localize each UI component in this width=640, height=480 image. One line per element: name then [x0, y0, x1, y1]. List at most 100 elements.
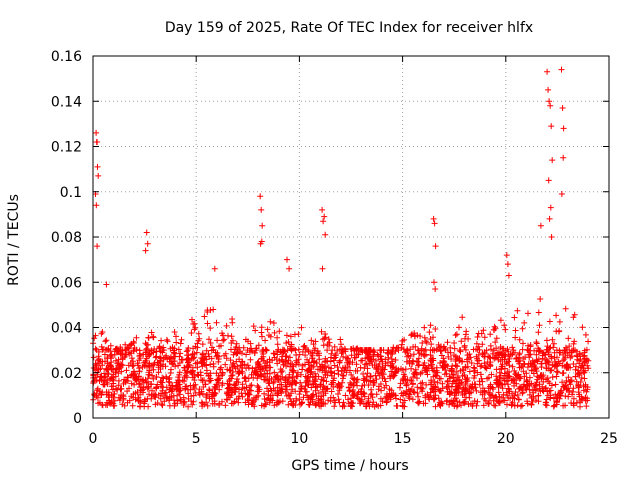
data-point — [421, 334, 428, 341]
data-point — [555, 391, 561, 398]
data-point — [136, 380, 142, 387]
data-point — [540, 372, 547, 379]
data-point — [124, 388, 131, 395]
data-point — [415, 347, 422, 354]
data-point — [228, 392, 235, 398]
data-point — [404, 353, 411, 360]
data-point — [135, 398, 142, 404]
data-point — [533, 351, 540, 358]
data-point — [366, 360, 373, 367]
data-point — [583, 403, 590, 410]
data-point — [432, 403, 439, 410]
data-point — [495, 389, 502, 396]
data-point — [104, 355, 111, 362]
data-point — [535, 348, 542, 355]
data-point — [447, 349, 454, 356]
data-point — [106, 399, 113, 406]
outlier-point — [560, 125, 567, 132]
data-point — [127, 341, 134, 348]
data-point — [330, 357, 337, 364]
data-point — [351, 347, 358, 354]
outlier-point — [559, 105, 566, 111]
data-point — [516, 336, 523, 343]
data-point — [501, 397, 508, 404]
data-point — [280, 348, 287, 355]
data-point — [124, 344, 131, 351]
data-point — [368, 386, 375, 393]
data-point — [545, 361, 552, 368]
data-point — [511, 314, 518, 321]
data-point — [501, 372, 508, 379]
data-point — [165, 378, 172, 385]
data-point — [264, 326, 271, 333]
data-point — [316, 356, 323, 363]
data-point — [228, 346, 234, 353]
data-point — [584, 386, 591, 393]
data-point — [216, 386, 223, 393]
data-point — [261, 390, 268, 397]
data-point — [242, 378, 249, 385]
data-point — [519, 325, 526, 332]
data-point — [258, 402, 265, 409]
outlier-point — [503, 252, 510, 259]
data-point — [462, 346, 469, 353]
data-point — [443, 398, 450, 405]
data-point — [169, 382, 176, 389]
data-point — [229, 337, 236, 344]
data-point — [320, 392, 327, 399]
data-point — [556, 318, 563, 325]
data-point — [466, 368, 473, 375]
data-point — [357, 388, 364, 395]
data-point — [136, 352, 143, 359]
data-point — [504, 369, 511, 376]
data-point — [302, 352, 309, 359]
data-point — [247, 347, 253, 354]
data-point — [346, 388, 353, 395]
data-point — [347, 346, 354, 352]
y-tick-label: 0.08 — [51, 230, 82, 246]
data-point — [203, 347, 210, 354]
data-point — [274, 334, 281, 341]
data-point — [226, 384, 232, 391]
data-point — [447, 390, 454, 397]
data-point — [318, 328, 325, 335]
data-point — [337, 336, 344, 343]
data-point — [110, 377, 117, 384]
data-point — [526, 374, 533, 381]
outlier-point — [143, 229, 150, 236]
data-point — [204, 307, 211, 314]
data-point — [461, 398, 468, 405]
data-point — [370, 348, 376, 355]
data-point — [519, 346, 526, 353]
outlier-point — [432, 286, 439, 292]
data-point — [514, 392, 521, 398]
data-point — [506, 355, 513, 362]
data-point — [511, 367, 518, 374]
data-point — [285, 379, 292, 385]
outlier-point — [322, 231, 329, 238]
data-point — [314, 348, 321, 355]
data-point — [536, 385, 543, 392]
data-point — [414, 399, 421, 406]
data-point — [454, 354, 461, 361]
data-point — [389, 360, 396, 367]
data-point — [253, 345, 260, 352]
data-point — [298, 324, 305, 331]
data-point — [577, 398, 584, 404]
data-point — [138, 384, 145, 390]
data-point — [229, 316, 236, 322]
data-point — [454, 363, 461, 370]
data-point — [448, 397, 455, 404]
data-point — [551, 349, 558, 356]
data-point — [188, 330, 195, 336]
data-point — [552, 358, 559, 365]
data-point — [120, 393, 127, 400]
data-point — [224, 366, 231, 373]
data-point — [98, 392, 105, 398]
data-point — [463, 378, 470, 385]
data-point — [431, 395, 438, 402]
data-point — [121, 402, 128, 409]
data-point — [289, 386, 296, 393]
data-point — [361, 377, 368, 384]
data-point — [434, 379, 441, 386]
